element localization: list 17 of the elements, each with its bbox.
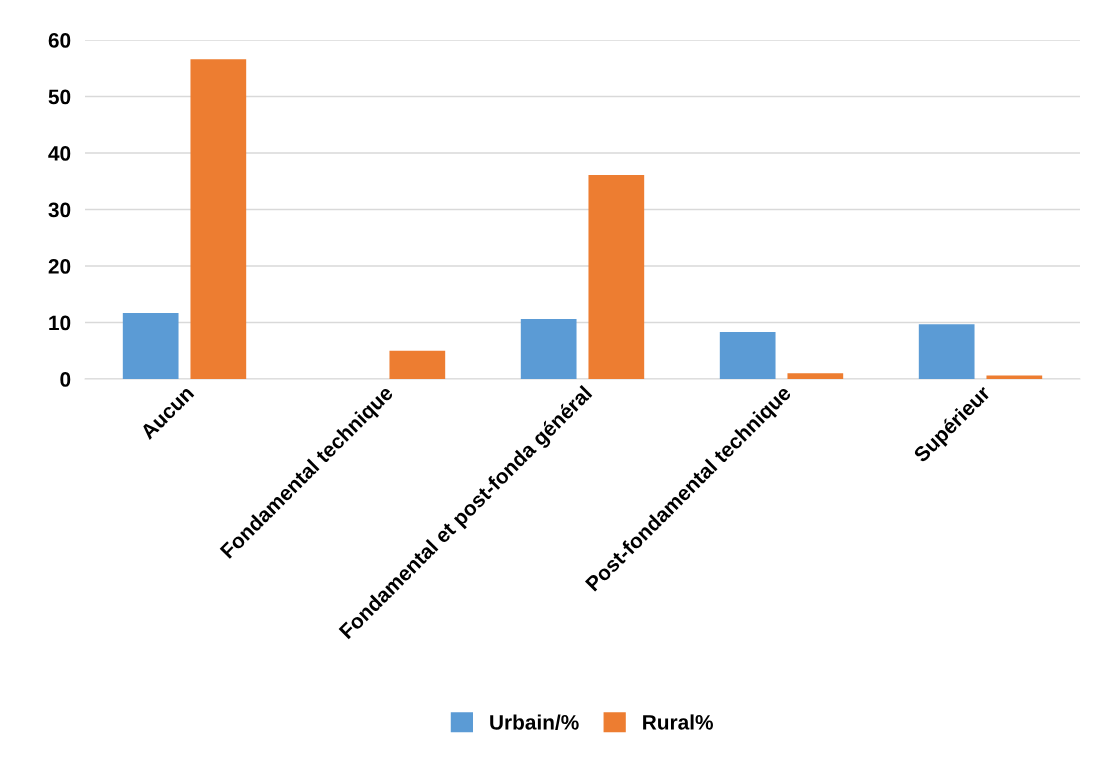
- y-tick-label: 50: [48, 89, 71, 105]
- legend-label: Rural%: [643, 714, 713, 730]
- bar: [389, 350, 446, 379]
- bar: [588, 175, 645, 379]
- y-tick-label: 30: [48, 202, 71, 218]
- y-tick-label: 10: [49, 315, 71, 331]
- bar: [918, 324, 975, 379]
- y-tick-label: 60: [48, 33, 71, 48]
- bar: [122, 312, 179, 379]
- bar: [190, 59, 247, 379]
- bar: [719, 332, 776, 379]
- y-tick-label: 0: [60, 372, 71, 387]
- y-tick-label: 20: [48, 259, 71, 274]
- bar: [520, 319, 577, 379]
- y-tick-label: 40: [48, 146, 71, 161]
- bar: [787, 373, 844, 379]
- legend-label: Urbain/%: [490, 714, 579, 730]
